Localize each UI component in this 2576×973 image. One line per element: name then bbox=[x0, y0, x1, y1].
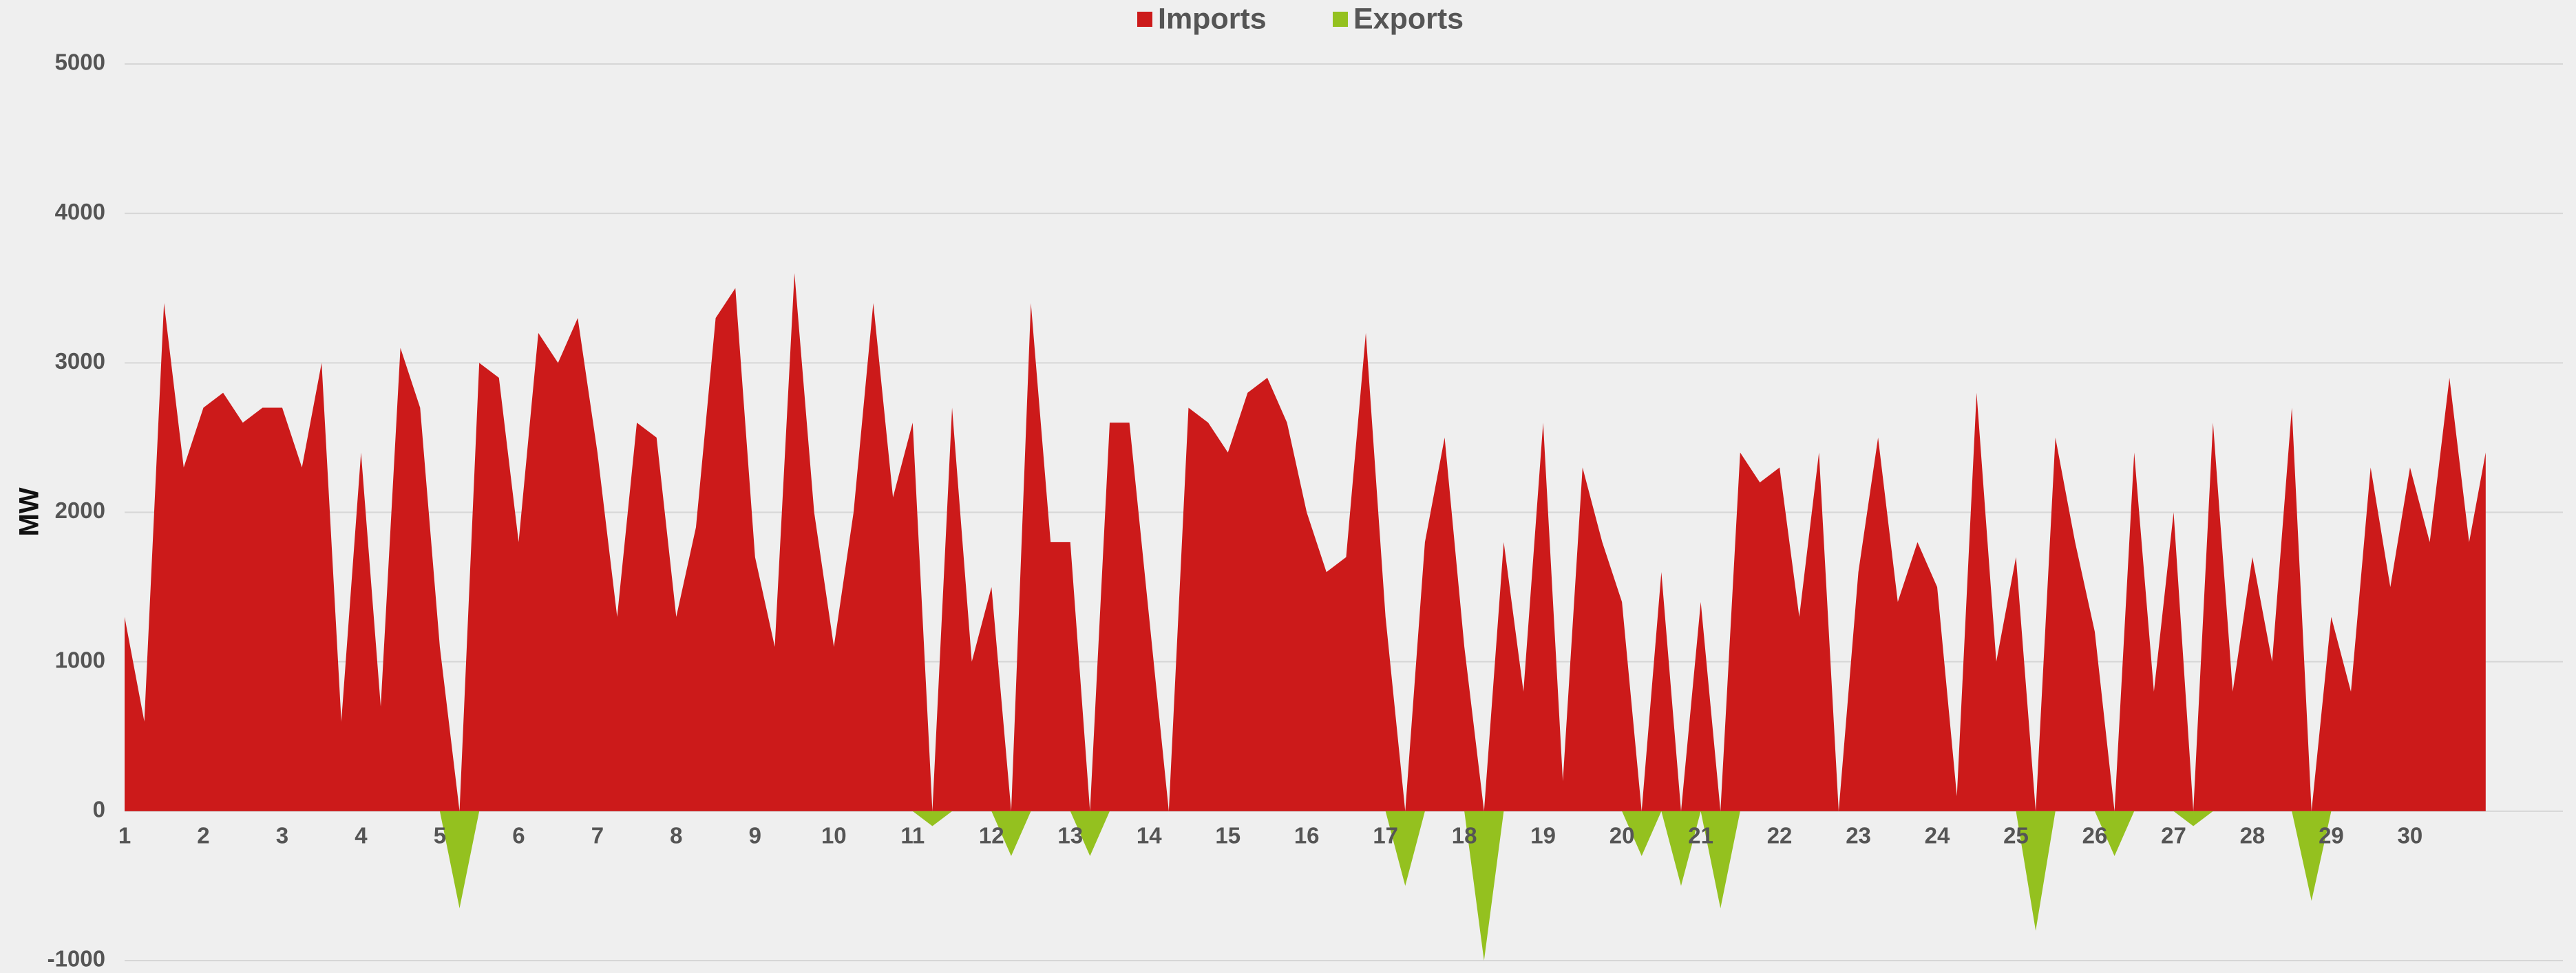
x-tick-label: 18 bbox=[1452, 823, 1477, 848]
x-tick-label: 15 bbox=[1215, 823, 1241, 848]
area bbox=[125, 273, 2486, 811]
y-tick-label: 1000 bbox=[55, 647, 105, 672]
x-tick-label: 25 bbox=[2003, 823, 2029, 848]
x-tick-label: 3 bbox=[276, 823, 288, 848]
legend-swatch bbox=[1137, 12, 1152, 27]
x-tick-label: 8 bbox=[670, 823, 682, 848]
x-tick-label: 5 bbox=[434, 823, 446, 848]
x-tick-label: 24 bbox=[1925, 823, 1950, 848]
x-tick-label: 30 bbox=[2398, 823, 2423, 848]
y-tick-label: -1000 bbox=[47, 946, 105, 972]
x-tick-label: 16 bbox=[1294, 823, 1320, 848]
legend-label: Exports bbox=[1353, 2, 1464, 35]
y-tick-label: 5000 bbox=[55, 50, 105, 75]
y-tick-label: 0 bbox=[93, 797, 105, 822]
x-tick-label: 1 bbox=[118, 823, 131, 848]
x-tick-label: 22 bbox=[1767, 823, 1793, 848]
y-tick-label: 3000 bbox=[55, 348, 105, 374]
x-tick-label: 9 bbox=[749, 823, 761, 848]
x-tick-label: 14 bbox=[1137, 823, 1162, 848]
y-axis-label: MW bbox=[14, 487, 45, 536]
y-tick-label: 2000 bbox=[55, 498, 105, 523]
x-tick-label: 21 bbox=[1688, 823, 1713, 848]
x-tick-label: 2 bbox=[197, 823, 209, 848]
x-tick-label: 4 bbox=[355, 823, 368, 848]
x-tick-label: 27 bbox=[2161, 823, 2186, 848]
y-tick-label: 4000 bbox=[55, 199, 105, 224]
x-tick-label: 13 bbox=[1057, 823, 1083, 848]
x-tick-label: 7 bbox=[591, 823, 604, 848]
x-tick-label: 12 bbox=[979, 823, 1004, 848]
x-tick-label: 26 bbox=[2082, 823, 2108, 848]
x-tick-label: 19 bbox=[1530, 823, 1556, 848]
x-tick-label: 17 bbox=[1373, 823, 1398, 848]
x-tick-label: 23 bbox=[1846, 823, 1871, 848]
x-tick-label: 20 bbox=[1609, 823, 1635, 848]
x-tick-label: 11 bbox=[900, 823, 925, 848]
x-tick-label: 29 bbox=[2319, 823, 2344, 848]
x-tick-label: 28 bbox=[2240, 823, 2266, 848]
x-tick-label: 6 bbox=[512, 823, 525, 848]
x-tick-label: 10 bbox=[821, 823, 847, 848]
legend-label: Imports bbox=[1158, 2, 1267, 35]
legend-swatch bbox=[1333, 12, 1348, 27]
